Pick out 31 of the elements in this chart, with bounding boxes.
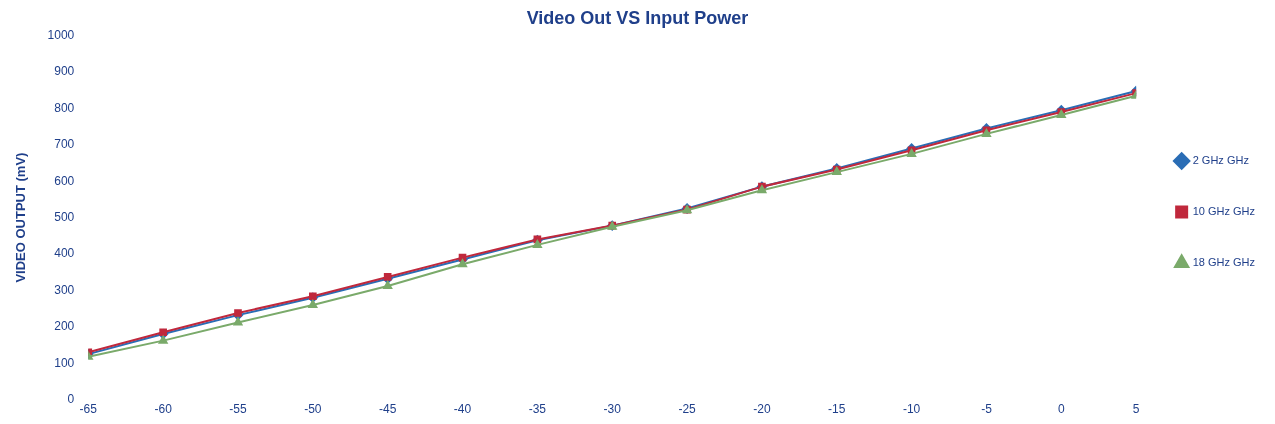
x-tick-label: -55 [229,402,247,417]
legend-label: 18 GHz GHz [1192,256,1256,269]
x-tick-label: -45 [379,402,397,417]
y-tick-label: 300 [54,282,75,297]
x-tick-label: -25 [678,402,697,417]
y-tick-label: 700 [54,137,75,152]
x-tick-label: -20 [753,402,771,417]
legend-label: 10 GHz GHz [1192,205,1256,218]
y-tick-label: 400 [54,246,75,261]
x-tick-label: -50 [304,402,322,417]
x-tick-label: -30 [603,402,622,417]
y-axis-title: VIDEO OUTPUT (mV) [13,152,29,283]
y-tick-label: 900 [54,64,75,79]
y-tick-label: 1000 [47,27,75,42]
x-tick-label: -65 [79,402,98,417]
x-tick-label: 0 [1057,402,1065,417]
x-tick-label: -60 [154,402,173,417]
y-tick-label: 800 [54,100,75,115]
x-tick-label: -5 [981,402,993,417]
y-tick-label: 100 [54,355,75,370]
legend-label: 2 GHz GHz [1192,154,1249,167]
y-tick-label: 200 [54,319,75,334]
x-tick-label: -40 [453,402,472,417]
x-tick-label: -15 [828,402,846,417]
y-tick-label: 500 [54,209,75,224]
x-tick-label: 5 [1132,402,1140,417]
chart-title: Video Out VS Input Power [526,7,749,28]
y-tick-label: 0 [67,391,75,406]
x-tick-label: -10 [902,402,921,417]
y-tick-label: 600 [54,173,75,188]
x-tick-label: -35 [528,402,547,417]
